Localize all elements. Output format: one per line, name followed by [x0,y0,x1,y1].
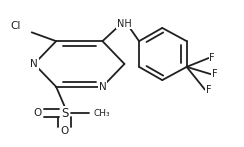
Text: O: O [34,108,42,118]
Text: F: F [212,69,218,79]
Text: S: S [61,107,68,120]
Text: Cl: Cl [10,21,21,31]
Text: N: N [99,82,106,92]
Text: NH: NH [117,19,132,29]
Text: CH₃: CH₃ [94,109,111,118]
Text: F: F [206,85,212,95]
Text: O: O [61,126,69,136]
Text: N: N [30,59,38,69]
Text: F: F [209,53,215,63]
